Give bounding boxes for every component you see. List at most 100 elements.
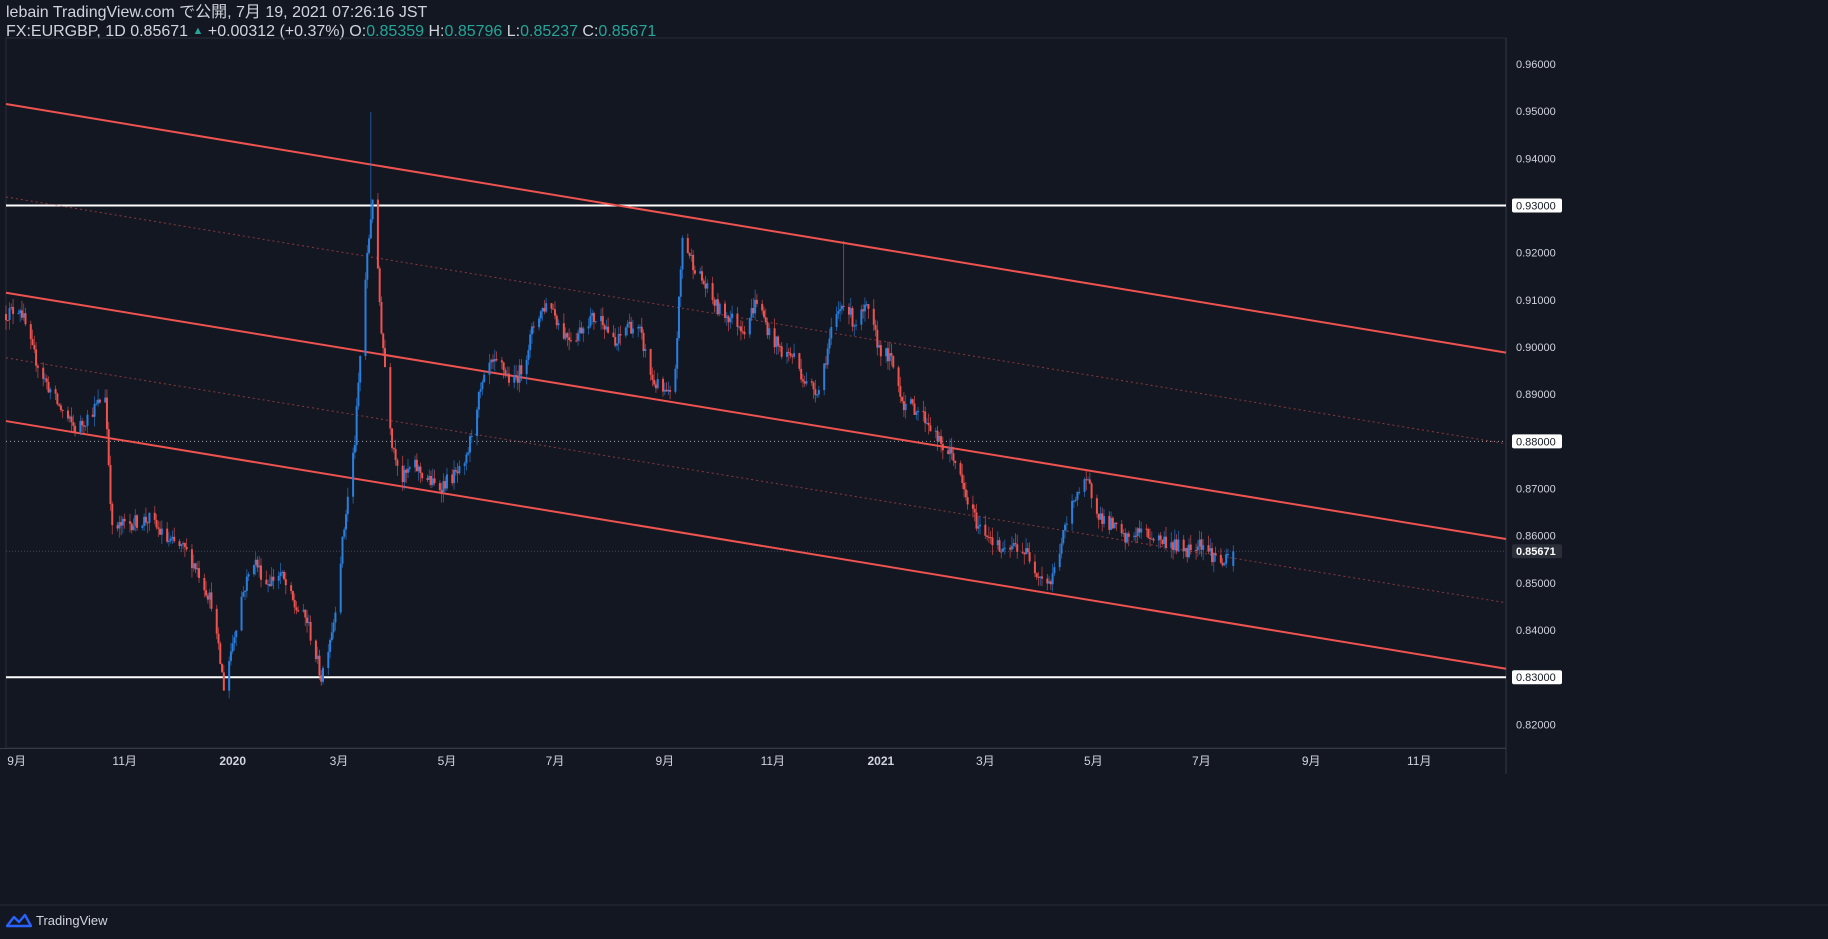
candle-body xyxy=(699,271,702,274)
last-price: 0.85671 xyxy=(130,23,189,40)
candle-body xyxy=(711,283,714,300)
candle-body xyxy=(624,327,627,336)
candle-body xyxy=(550,303,553,309)
high-value: 0.85796 xyxy=(444,23,503,40)
candle-body xyxy=(368,238,371,253)
candle-body xyxy=(984,524,987,536)
candle-body xyxy=(258,565,261,568)
candle-body xyxy=(750,308,753,318)
candle-body xyxy=(789,353,792,356)
candle-body xyxy=(518,365,521,383)
candle-body xyxy=(438,483,441,491)
candle-body xyxy=(669,389,672,392)
candle-body xyxy=(334,612,337,623)
candle-body xyxy=(614,337,617,346)
candle-body xyxy=(169,538,172,541)
candle-body xyxy=(86,414,89,426)
candle-body xyxy=(345,514,348,530)
candle-body xyxy=(532,326,535,328)
footer-branding[interactable]: TradingView xyxy=(6,908,108,932)
candle-body xyxy=(291,591,294,600)
candle-body xyxy=(963,482,966,490)
candle-body xyxy=(198,568,201,579)
candle-body xyxy=(700,271,703,281)
candle-body xyxy=(787,351,790,354)
candle-body xyxy=(1026,548,1029,553)
candle-body xyxy=(644,348,647,352)
candle-body xyxy=(47,381,50,393)
publisher-line: lebain TradingView.com で公開, 7月 19, 2021 … xyxy=(6,4,428,21)
candle-body xyxy=(178,541,181,547)
candle-body xyxy=(615,343,618,346)
candle-body xyxy=(552,308,555,310)
candle-body xyxy=(1219,554,1222,563)
candle-body xyxy=(153,512,156,520)
candle-body xyxy=(539,311,542,319)
candle-body xyxy=(159,528,162,535)
candle-body xyxy=(284,579,287,586)
candle-body xyxy=(924,411,927,424)
candle-body xyxy=(1170,542,1173,548)
candle-body xyxy=(256,559,259,568)
candle-body xyxy=(824,363,827,365)
candle-body xyxy=(343,529,346,537)
candle-body xyxy=(865,304,868,306)
candle-body xyxy=(516,376,519,383)
candle-body xyxy=(378,268,381,302)
candle-body xyxy=(332,622,335,633)
y-tick-label: 0.86000 xyxy=(1516,531,1556,543)
candle-body xyxy=(1009,547,1012,550)
candle-body xyxy=(1025,548,1028,555)
candle-body xyxy=(419,466,422,474)
candle-body xyxy=(991,537,994,546)
candle-body xyxy=(656,378,659,389)
candle-body xyxy=(43,378,46,380)
candle-body xyxy=(72,422,75,426)
candle-body xyxy=(851,308,854,327)
x-tick-label: 11月 xyxy=(761,754,785,768)
price-label-text: 0.93000 xyxy=(1516,200,1556,212)
candle-body xyxy=(1016,544,1019,552)
candle-body xyxy=(1186,548,1189,558)
candle-body xyxy=(389,367,392,429)
candle-body xyxy=(752,308,755,314)
candle-body xyxy=(1198,539,1201,547)
candle-body xyxy=(839,309,842,312)
candle-body xyxy=(329,639,332,652)
candle-body xyxy=(391,428,394,448)
candle-body xyxy=(364,279,367,356)
candle-body xyxy=(816,394,819,396)
candle-body xyxy=(724,303,727,318)
candle-body xyxy=(353,445,356,453)
plot-frame xyxy=(5,37,1507,749)
candle-body xyxy=(557,323,560,326)
candle-body xyxy=(1159,535,1162,540)
candle-body xyxy=(925,422,928,424)
candle-body xyxy=(911,399,914,404)
channel-midline xyxy=(5,357,1507,604)
candle-body xyxy=(229,651,232,662)
candle-body xyxy=(396,460,399,466)
x-tick-label: 9月 xyxy=(655,754,674,768)
candle-body xyxy=(578,327,581,334)
candle-body xyxy=(987,536,990,538)
candle-body xyxy=(755,299,758,304)
candle-body xyxy=(1145,528,1148,530)
candle-body xyxy=(1014,543,1017,545)
candle-body xyxy=(394,449,397,461)
candle-body xyxy=(1033,561,1036,574)
candle-body xyxy=(355,406,358,446)
candle-body xyxy=(61,410,64,412)
candle-body xyxy=(306,617,309,624)
candle-body xyxy=(805,381,808,384)
candle-body xyxy=(173,536,176,542)
candle-body xyxy=(12,307,15,314)
candle-body xyxy=(729,318,732,323)
candle-body xyxy=(1126,533,1129,543)
candle-body xyxy=(800,368,803,380)
candle-body xyxy=(725,316,728,318)
candle-body xyxy=(1074,499,1077,501)
candle-body xyxy=(785,351,788,357)
candle-body xyxy=(909,399,912,404)
